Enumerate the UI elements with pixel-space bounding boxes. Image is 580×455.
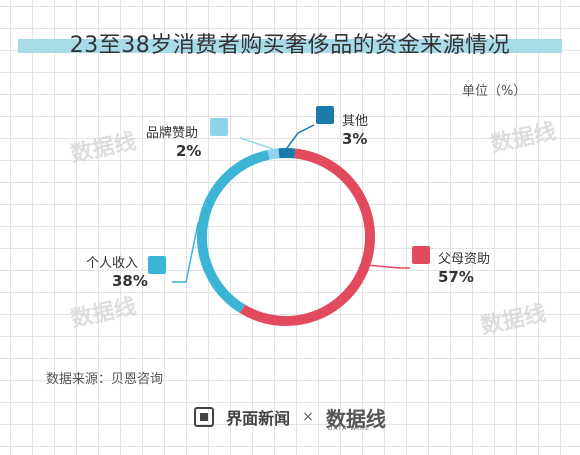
legend-swatch-brand-support	[210, 118, 228, 136]
legend-label-brand-support: 品牌赞助	[146, 126, 199, 141]
footer-brand-jiemian: 界面新闻	[226, 409, 291, 428]
legend-label-parents: 父母资助	[438, 252, 491, 267]
source-note: 数据来源：贝恩咨询	[46, 372, 164, 387]
footer-brand-datawire-sub: DATA WIRE	[327, 424, 370, 432]
footer-brand-datawire: 数据线 DATA WIRE	[326, 403, 386, 432]
footer-times: ×	[302, 409, 314, 425]
leader-line-income	[172, 222, 199, 283]
legend-swatch-parents	[412, 246, 430, 264]
footer: 界面新闻 × 数据线 DATA WIRE	[0, 400, 580, 434]
jiemian-logo-icon	[194, 407, 215, 427]
legend-value-parents: 57%	[438, 268, 474, 286]
leader-line-brand-support	[239, 137, 274, 150]
legend-value-income: 38%	[112, 272, 148, 290]
legend-value-brand-support: 2%	[176, 142, 202, 160]
leader-line-parents	[370, 264, 410, 269]
unit-label: 单位（%）	[462, 84, 527, 99]
legend-label-other: 其他	[342, 114, 369, 129]
title-bar: 23至38岁消费者购买奢侈品的资金来源情况	[18, 27, 562, 59]
legend-value-other: 3%	[342, 130, 368, 148]
slice-income	[197, 149, 270, 314]
legend-swatch-income	[148, 256, 166, 274]
leader-line-other	[286, 124, 315, 149]
slice-brand-support	[267, 148, 280, 160]
footer-brand-datawire-text: 数据线	[325, 406, 386, 431]
chart-title: 23至38岁消费者购买奢侈品的资金来源情况	[69, 33, 511, 58]
title-highlight	[18, 39, 562, 53]
legend-swatch-other	[316, 106, 334, 124]
legend-label-income: 个人收入	[86, 256, 139, 271]
slice-parents	[239, 148, 375, 326]
